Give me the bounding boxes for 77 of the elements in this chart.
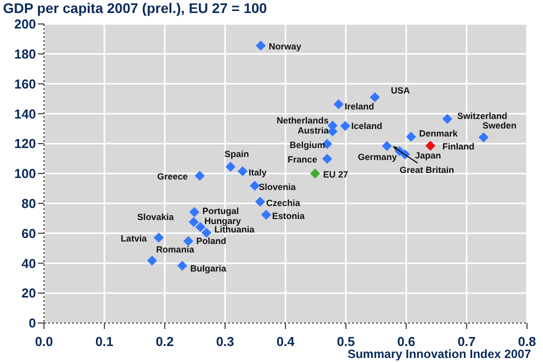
x-tick-label: 0.8 (518, 334, 536, 350)
point (256, 40, 266, 51)
point (183, 236, 194, 246)
annotation: Austria (298, 125, 330, 136)
annotation: Spain (224, 148, 250, 159)
point (261, 210, 272, 220)
annotation: USA (390, 85, 410, 96)
annotation: Netherlands (276, 116, 329, 126)
annotation: Bulgaria (190, 264, 228, 274)
annotation: Slovenia (258, 182, 297, 192)
annotation: Portugal (202, 206, 239, 216)
y-tick-label: 0 (28, 316, 36, 331)
annotation: Great Britain (400, 165, 454, 176)
x-tick-label: 0.3 (216, 334, 234, 350)
point (340, 120, 350, 131)
annotation: Greece (157, 172, 188, 182)
annotation: Denmark (419, 128, 459, 139)
y-tick-label: 80 (22, 196, 36, 212)
point (195, 222, 206, 232)
point (188, 216, 199, 227)
x-tick-label: 0.0 (34, 334, 54, 350)
annotation: Latvia (120, 234, 148, 244)
annotation: Romania (156, 244, 196, 255)
chart-title: GDP per capita 2007 (prel.), EU 27 = 100 (3, 0, 267, 16)
point (201, 228, 212, 238)
x-tick-label: 0.1 (95, 334, 114, 350)
annotation: Sweden (482, 120, 517, 130)
annotation: Slovakia (137, 212, 175, 222)
point (154, 232, 164, 243)
point (370, 92, 380, 102)
x-tick-label: 0.6 (397, 334, 416, 350)
x-tick-label: 0.2 (156, 334, 174, 350)
y-tick-label: 180 (14, 46, 36, 62)
point (478, 132, 489, 142)
point (334, 99, 344, 110)
annotation: Switzerland (457, 110, 508, 121)
annotation: Ireland (344, 101, 374, 112)
point (310, 168, 320, 178)
annotation: EU 27 (323, 170, 348, 180)
point (238, 166, 248, 176)
x-axis-title: Summary Innovation Index 2007 (348, 347, 531, 361)
y-tick-label: 200 (14, 16, 36, 32)
annotation: Finland (442, 142, 474, 152)
point (322, 154, 332, 164)
annotation: Belgium (290, 140, 326, 150)
y-tick-label: 100 (14, 166, 36, 182)
x-tick-label: 0.4 (276, 334, 296, 350)
y-tick-label: 160 (14, 76, 36, 92)
y-tick-label: 120 (14, 136, 36, 152)
annotation: Germany (358, 152, 397, 162)
annotation: Italy (248, 167, 267, 178)
annotation: Lithuania (214, 224, 256, 235)
point (147, 256, 158, 266)
y-tick-label: 140 (14, 106, 36, 122)
point (250, 180, 260, 191)
annotation: Norway (268, 42, 302, 52)
point (382, 140, 392, 151)
annotation: France (288, 154, 318, 165)
y-tick-label: 20 (22, 286, 36, 301)
point (442, 114, 452, 124)
x-tick-label: 0.7 (458, 334, 476, 350)
annotation: Poland (196, 236, 226, 246)
point (177, 260, 188, 271)
point (425, 140, 436, 151)
point (189, 207, 200, 218)
annotation: Czechia (266, 198, 302, 208)
point (255, 196, 266, 207)
x-tick-label: 0.5 (336, 334, 355, 350)
point (226, 162, 236, 172)
annotation: Hungary (204, 216, 241, 226)
y-tick-label: 60 (22, 226, 36, 241)
point (406, 132, 416, 142)
annotation: Iceland (351, 120, 382, 131)
annotation: Japan (415, 150, 442, 160)
point (194, 170, 205, 181)
y-tick-label: 40 (22, 256, 36, 271)
annotation: Estonia (272, 210, 306, 221)
